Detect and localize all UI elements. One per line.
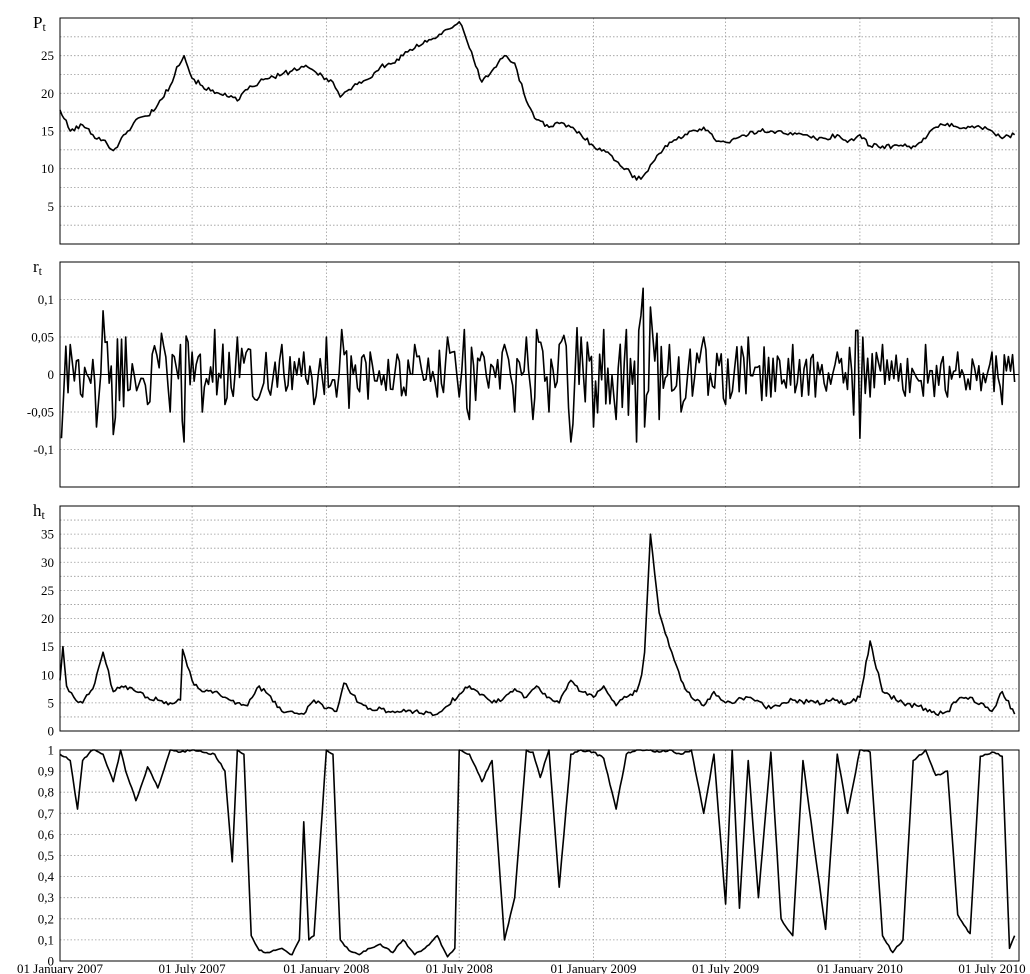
y-tick-label: 25 <box>41 583 54 598</box>
plot-frame <box>59 261 1020 488</box>
y-axis-label-subscript: t <box>42 508 46 522</box>
y-tick-label: 5 <box>48 199 55 214</box>
series-line <box>59 749 1016 958</box>
y-tick-label: 0,4 <box>38 869 55 884</box>
y-tick-label: 25 <box>41 48 54 63</box>
y-axis-label: rt <box>33 257 43 278</box>
y-tick-label: 0,1 <box>38 932 54 947</box>
y-tick-label: 20 <box>41 86 54 101</box>
y-tick-label: 0,05 <box>31 330 54 345</box>
y-tick-label: 0,9 <box>38 764 54 779</box>
series-line <box>59 20 1016 181</box>
x-tick-label: 01 January 2010 <box>817 961 903 974</box>
y-tick-label: 0,8 <box>38 785 54 800</box>
y-tick-label: 35 <box>41 527 54 542</box>
y-tick-label: 10 <box>41 667 54 682</box>
plot-frame <box>59 505 1020 732</box>
y-axis-label-subscript: t <box>42 20 46 34</box>
x-tick-label: 01 January 2008 <box>283 961 369 974</box>
y-axis-label: ht <box>33 501 46 522</box>
x-tick-label: 01 July 2009 <box>692 961 759 974</box>
y-tick-label: 0,3 <box>38 890 54 905</box>
y-tick-label: 0,5 <box>38 848 54 863</box>
x-tick-label: 01 January 2009 <box>551 961 637 974</box>
y-tick-label: -0,05 <box>27 405 54 420</box>
y-tick-label: 0,7 <box>38 806 55 821</box>
y-axis-label-main: P <box>33 13 42 32</box>
price-panel: 5 10 15 20 25 Pt <box>33 13 1020 245</box>
y-tick-label: 30 <box>41 555 54 570</box>
y-tick-label: 20 <box>41 611 54 626</box>
series-line <box>60 287 1016 443</box>
volatility-panel: 0 5 10 15 20 25 30 35 ht <box>33 501 1020 739</box>
y-tick-label: 5 <box>48 695 55 710</box>
y-tick-label: 0,6 <box>38 827 55 842</box>
returns-panel: -0,1 -0,05 0 0,05 0,1 rt <box>27 257 1020 488</box>
y-axis-label-main: r <box>33 257 39 276</box>
y-tick-label: 10 <box>41 161 54 176</box>
probability-panel: 0 0,1 0,2 0,3 0,4 0,5 0,6 0,7 0,8 0,9 1 <box>38 743 1020 969</box>
series-line <box>59 533 1016 717</box>
x-tick-label: 01 July 2007 <box>159 961 227 974</box>
x-tick-label: 01 July 2008 <box>426 961 493 974</box>
x-tick-label: 01 January 2007 <box>17 961 103 974</box>
y-axis-label-main: h <box>33 501 42 520</box>
y-tick-label: 0 <box>48 724 55 739</box>
y-tick-label: 15 <box>41 124 54 139</box>
x-axis: 01 January 2007 01 July 2007 01 January 20… <box>17 961 1026 974</box>
plot-frame <box>59 749 1020 962</box>
y-tick-label: 0 <box>48 954 55 969</box>
y-tick-label: 0,1 <box>38 292 54 307</box>
x-tick-label: 01 July 2010 <box>958 961 1025 974</box>
y-axis-label: Pt <box>33 13 46 34</box>
y-axis-label-subscript: t <box>39 264 43 278</box>
y-tick-label: 15 <box>41 639 54 654</box>
y-tick-label: -0,1 <box>33 442 54 457</box>
y-tick-label: 1 <box>48 743 55 758</box>
y-tick-label: 0,2 <box>38 911 54 926</box>
y-tick-label: 0 <box>48 367 55 382</box>
plot-frame <box>59 17 1020 245</box>
